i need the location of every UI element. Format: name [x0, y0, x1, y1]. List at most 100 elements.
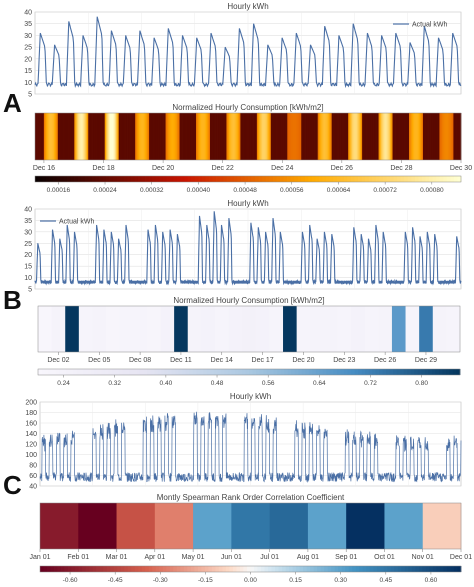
A-heat-cell-149	[223, 113, 226, 160]
A-heat-cell-309	[426, 113, 429, 160]
A-heat-cell-158	[235, 113, 237, 160]
A-heat-cell-276	[384, 113, 387, 160]
A-heat-cell-105	[168, 113, 170, 160]
A-heat-cell-42	[88, 113, 90, 160]
A-heat-cell-317	[436, 113, 439, 160]
A-heat-colorbar-seg-19	[102, 176, 107, 182]
A-line-title: Hourly kWh	[227, 2, 268, 11]
A-heat-cell-330	[453, 113, 456, 160]
A-heat-cell-24	[65, 113, 68, 160]
A-heat-cell-181	[264, 113, 267, 160]
A-heat-cell-210	[301, 113, 303, 160]
C-heat-colorbar-seg-64	[264, 566, 269, 572]
C-line-ytick-2: 80	[29, 463, 37, 470]
A-heat-cell-216	[308, 113, 311, 160]
A-heat-cell-47	[94, 113, 97, 160]
B-heat-colorbar-seg-102	[396, 369, 401, 375]
A-heat-colorbar-seg-65	[265, 176, 270, 182]
A-heat-cell-235	[332, 113, 335, 160]
B-heat-title: Normalized Hourly Consumption [kWh/m2]	[173, 296, 324, 305]
C-heat-colorbar-seg-66	[271, 566, 276, 572]
B-heat-cbtick-6: 0.72	[364, 380, 377, 387]
B-heat-colorbar-seg-87	[343, 369, 348, 375]
B-heat-colorbar-seg-68	[277, 369, 282, 375]
A-heat-colorbar-seg-79	[315, 176, 320, 182]
B-heat-colorbar-seg-0	[38, 369, 42, 375]
B-heat-cell-18	[283, 306, 298, 352]
A-heat-cell-278	[387, 113, 390, 160]
A-heat-cell-84	[141, 113, 144, 160]
B-heat-colorbar-seg-19	[104, 369, 109, 375]
A-heat-cell-284	[395, 113, 397, 160]
A-heat-colorbar-seg-93	[365, 176, 370, 182]
C-heat-colorbar-seg-60	[250, 566, 255, 572]
C-line-ytick-0: 40	[29, 484, 37, 491]
C-heat-frame	[39, 502, 462, 550]
A-heat-cell-132	[202, 113, 205, 160]
A-heat-colorbar-seg-28	[134, 176, 139, 182]
C-heat-colorbar-seg-26	[131, 566, 136, 572]
A-heat-cell-19	[59, 113, 61, 160]
A-heat-cell-10	[47, 113, 50, 160]
A-line-ytick-1: 10	[24, 80, 32, 87]
A-heat-colorbar-seg-108	[418, 176, 423, 182]
C-heat-colorbar-seg-101	[394, 566, 399, 572]
B-heat-colorbar-seg-44	[192, 369, 197, 375]
A-heat-cell-273	[381, 113, 383, 160]
B-heat-colorbar-seg-15	[90, 369, 95, 375]
C-heat-colorbar-seg-92	[362, 566, 367, 572]
A-heat-colorbar-seg-40	[177, 176, 181, 182]
B-heat-cbtick-2: 0.40	[160, 380, 173, 387]
A-heat-cell-234	[331, 113, 334, 160]
A-heat-colorbar-seg-49	[208, 176, 213, 182]
A-heat-colorbar-seg-48	[205, 176, 210, 182]
A-heat-colorbar-seg-99	[386, 176, 391, 182]
B-heat-colorbar-seg-83	[329, 369, 334, 375]
A-heat-cell-307	[424, 113, 426, 160]
A-heat-colorbar-seg-33	[152, 176, 157, 182]
C-heat-colorbar-seg-5	[57, 566, 62, 572]
A-heat-colorbar-seg-73	[294, 176, 299, 182]
A-heat-cell-298	[412, 113, 415, 160]
B-heat-cell-26	[391, 306, 406, 352]
A-heat-cell-306	[422, 113, 425, 160]
A-heat-cell-96	[156, 113, 159, 160]
A-heat-cell-157	[234, 113, 236, 160]
A-heat-colorbar-seg-14	[84, 176, 89, 182]
C-heat-colorbar-seg-13	[85, 566, 90, 572]
A-heat-cell-108	[171, 113, 174, 160]
A-heat-cell-110	[174, 113, 177, 160]
B-heat-colorbar-seg-8	[66, 369, 71, 375]
C-heat-colorbar-seg-68	[278, 566, 283, 572]
A-heat-cell-44	[90, 113, 93, 160]
A-heat-cell-156	[232, 113, 235, 160]
A-heat-cell-265	[370, 113, 373, 160]
B-heat-xtick-6: Dec 20	[292, 357, 314, 364]
A-heat-cell-129	[198, 113, 201, 160]
A-heat-cell-43	[89, 113, 92, 160]
A-heat-cell-271	[378, 113, 381, 160]
B-heat-colorbar-seg-53	[224, 369, 229, 375]
A-heat-cell-55	[104, 113, 107, 160]
A-heat-cell-73	[127, 113, 130, 160]
B-heat-colorbar-seg-69	[280, 369, 285, 375]
C-heat-colorbar-seg-98	[383, 566, 388, 572]
C-heat-colorbar-seg-93	[366, 566, 371, 572]
A-heat-cbtick-4: 0.00048	[233, 187, 257, 194]
A-heat-colorbar-seg-119	[457, 176, 462, 182]
A-heat-colorbar-seg-85	[336, 176, 341, 182]
A-heat-colorbar-seg-106	[411, 176, 416, 182]
A-heat-cell-281	[391, 113, 393, 160]
B-heat-colorbar-seg-41	[182, 369, 187, 375]
A-heat-colorbar-seg-47	[201, 176, 206, 182]
B-heat-colorbar-seg-13	[83, 369, 88, 375]
B-heat-cell-17	[269, 306, 284, 352]
B-heat-colorbar-frame	[37, 368, 461, 376]
A-heat-cell-31	[74, 113, 76, 160]
B-heat-colorbar-seg-112	[431, 369, 436, 375]
B-heat-cell-21	[323, 306, 338, 352]
B-heat-colorbar-seg-110	[424, 369, 429, 375]
A-heat-colorbar-seg-7	[59, 176, 64, 182]
A-heat-cell-7	[43, 113, 46, 160]
